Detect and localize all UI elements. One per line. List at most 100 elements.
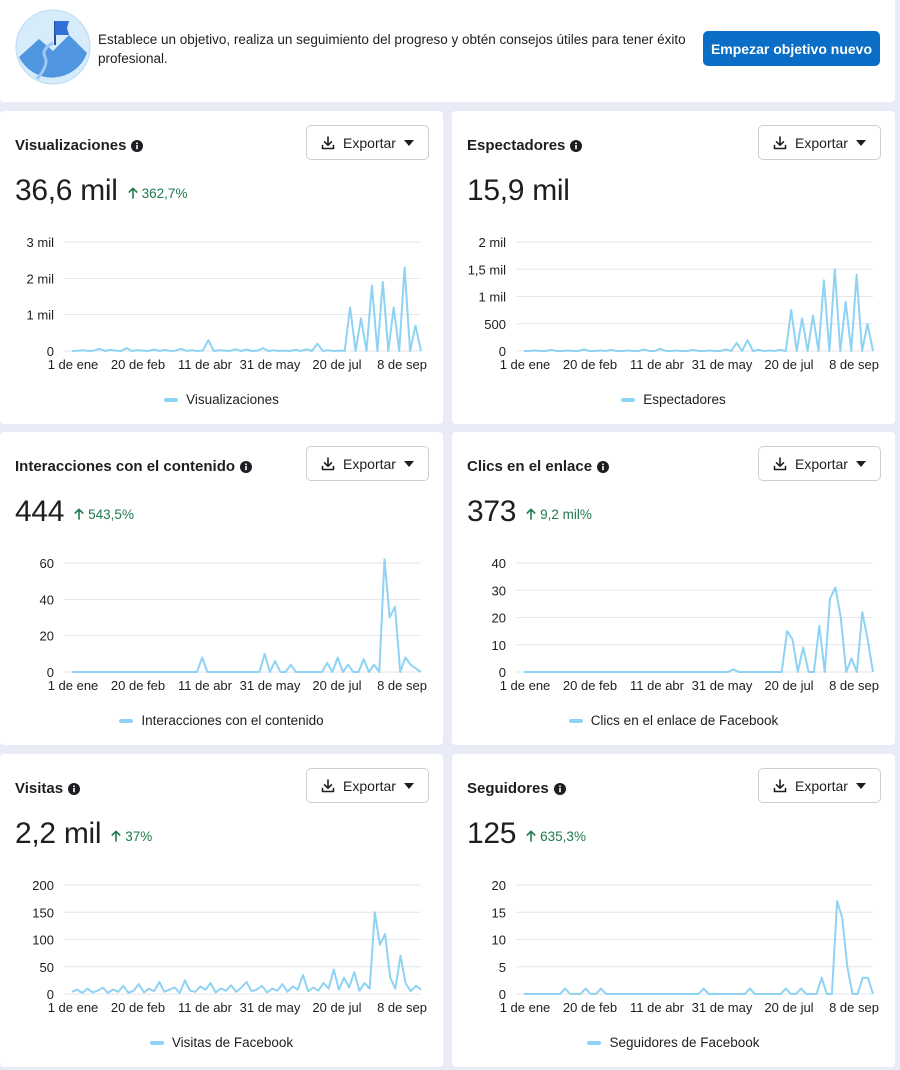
x-tick-label: 20 de feb: [111, 357, 165, 372]
series-line: [524, 586, 874, 673]
card-interacciones-con-el-contenido: Interacciones con el contenido Exportar …: [0, 432, 443, 745]
metric-change: 362,7%: [128, 185, 188, 201]
download-icon: [321, 456, 335, 470]
chart-legend: Interacciones con el contenido: [0, 713, 443, 728]
card-visualizaciones: Visualizaciones Exportar 36,6 mil: [0, 111, 443, 424]
export-label: Exportar: [795, 134, 848, 151]
x-tick-label: 1 de ene: [48, 357, 99, 372]
x-tick-label: 1 de ene: [48, 678, 99, 693]
y-tick-label: 150: [32, 905, 54, 920]
y-tick-label: 60: [40, 556, 54, 571]
export-button[interactable]: Exportar: [758, 768, 881, 803]
card-title: Visitas: [15, 780, 81, 797]
y-tick-label: 1,5 mil: [468, 262, 506, 277]
metric-change: 37%: [111, 829, 152, 844]
legend-label: Seguidores de Facebook: [609, 1035, 760, 1050]
download-icon: [321, 778, 335, 792]
arrow-up-icon: [111, 830, 121, 842]
x-tick-label: 20 de jul: [764, 1000, 813, 1015]
card-title-text: Seguidores: [467, 780, 549, 797]
y-tick-label: 30: [492, 583, 506, 598]
y-tick-label: 40: [492, 556, 506, 571]
metric-change-value: 362,7%: [141, 185, 188, 201]
metric-change: 635,3%: [526, 829, 586, 844]
metric-value: 444: [15, 495, 65, 528]
metric: 373 9,2 mil%: [467, 495, 592, 529]
caret-down-icon: [855, 782, 866, 789]
metric-change-value: 37%: [125, 828, 153, 844]
info-icon[interactable]: [68, 782, 81, 795]
y-tick-label: 0: [499, 344, 506, 359]
info-icon[interactable]: [131, 139, 144, 152]
x-tick-label: 11 de abr: [178, 1000, 233, 1015]
x-tick-label: 11 de abr: [630, 1000, 685, 1015]
x-tick-label: 20 de feb: [563, 1000, 617, 1015]
x-tick-label: 20 de feb: [111, 678, 165, 693]
info-icon[interactable]: [570, 139, 583, 152]
x-tick-label: 31 de may: [240, 678, 301, 693]
line-chart: 0 50 100 150 200 1 de ene 20 de feb 11 de abr 31…: [32, 878, 427, 1015]
legend-swatch: [119, 718, 134, 723]
export-label: Exportar: [343, 455, 396, 472]
x-tick-label: 20 de jul: [312, 678, 361, 693]
x-tick-label: 31 de may: [240, 1000, 301, 1015]
x-tick-label: 31 de may: [692, 1000, 753, 1015]
x-tick-label: 1 de ene: [500, 357, 551, 372]
y-tick-label: 40: [40, 592, 54, 607]
info-icon[interactable]: [597, 460, 610, 473]
card-title-text: Clics en el enlace: [467, 458, 593, 475]
metric-value: 36,6 mil: [15, 174, 118, 207]
export-button[interactable]: Exportar: [306, 768, 429, 803]
metric-value: 2,2 mil: [15, 817, 102, 850]
info-icon[interactable]: [240, 460, 253, 473]
goal-flag-icon: [15, 9, 91, 85]
x-tick-label: 8 de sep: [377, 357, 427, 372]
info-icon[interactable]: [553, 782, 566, 795]
y-tick-label: 20: [492, 878, 506, 893]
metric-change: 543,5%: [74, 507, 134, 522]
y-tick-label: 0: [47, 987, 54, 1002]
goal-banner: Establece un objetivo, realiza un seguim…: [0, 0, 895, 102]
y-tick-label: 2 mil: [27, 271, 55, 286]
metric: 15,9 mil: [467, 174, 570, 208]
x-tick-label: 1 de ene: [500, 1000, 551, 1015]
export-button[interactable]: Exportar: [758, 125, 881, 160]
caret-down-icon: [855, 460, 866, 467]
caret-down-icon: [403, 139, 414, 146]
y-tick-label: 15: [492, 905, 506, 920]
metric: 125 635,3%: [467, 817, 586, 851]
card-seguidores: Seguidores Exportar 125 635,: [452, 754, 895, 1067]
metric-value: 125: [467, 817, 517, 850]
card-title-text: Espectadores: [467, 137, 566, 154]
card-espectadores: Espectadores Exportar 15,9 mil Espectado…: [452, 111, 895, 424]
metric: 36,6 mil 362,7%: [15, 174, 187, 208]
card-title-text: Visualizaciones: [15, 137, 127, 154]
start-new-goal-button[interactable]: Empezar objetivo nuevo: [703, 31, 880, 66]
export-button[interactable]: Exportar: [306, 446, 429, 481]
chart-legend: Clics en el enlace de Facebook: [452, 713, 895, 728]
y-tick-label: 1 mil: [479, 290, 507, 305]
y-tick-label: 1 mil: [27, 308, 55, 323]
x-tick-label: 8 de sep: [829, 357, 879, 372]
y-tick-label: 20: [40, 629, 54, 644]
metric-change-value: 635,3%: [540, 828, 586, 844]
line-chart: 0 5 10 15 20 1 de ene 20 de feb 11 de abr 31 de …: [492, 878, 879, 1015]
export-label: Exportar: [343, 134, 396, 151]
arrow-up-icon: [128, 187, 138, 199]
y-tick-label: 5: [499, 960, 506, 975]
x-tick-label: 8 de sep: [377, 1000, 427, 1015]
export-button[interactable]: Exportar: [306, 125, 429, 160]
x-tick-label: 20 de jul: [764, 678, 813, 693]
y-tick-label: 100: [32, 933, 54, 948]
x-tick-label: 20 de jul: [764, 357, 813, 372]
legend-label: Clics en el enlace de Facebook: [590, 713, 779, 728]
export-button[interactable]: Exportar: [758, 446, 881, 481]
line-chart: 0 500 1 mil 1,5 mil 2 mil 1 de ene 20 de feb 11…: [468, 235, 879, 372]
legend-label: Interacciones con el contenido: [141, 713, 324, 728]
download-icon: [773, 456, 787, 470]
series-line: [71, 266, 422, 352]
metric-change-value: 543,5%: [88, 506, 134, 522]
y-tick-label: 0: [47, 665, 54, 680]
legend-label: Espectadores: [643, 392, 726, 407]
y-tick-label: 10: [492, 933, 506, 948]
